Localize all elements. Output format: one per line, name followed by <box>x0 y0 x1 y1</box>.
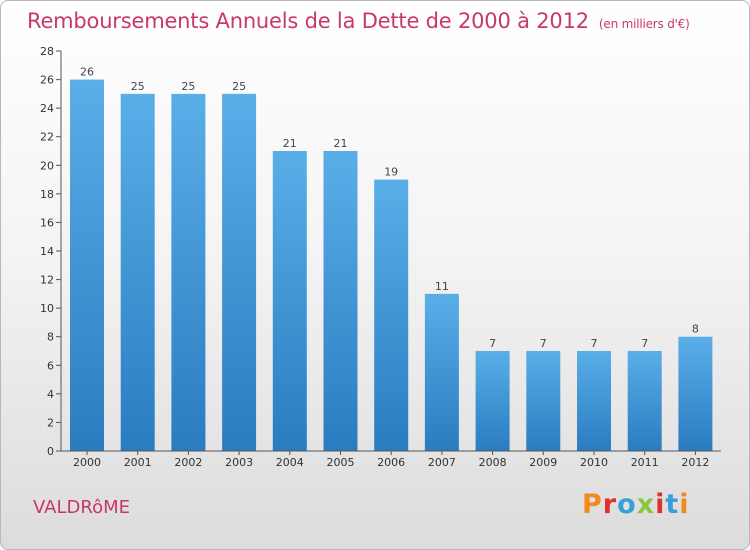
data-label-2005: 21 <box>334 137 348 150</box>
data-label-2000: 26 <box>80 66 94 79</box>
bar-2005 <box>323 151 358 451</box>
x-tick-label-2011: 2011 <box>631 456 659 469</box>
y-tick-label: 26 <box>40 74 54 87</box>
y-tick-label: 0 <box>47 445 54 458</box>
x-tick-label-2007: 2007 <box>428 456 456 469</box>
data-label-2010: 7 <box>591 337 598 350</box>
bar-2006 <box>374 179 409 452</box>
x-tick-label-2005: 2005 <box>327 456 355 469</box>
bar-2002 <box>171 93 206 451</box>
x-tick-label-2000: 2000 <box>73 456 101 469</box>
bar-2004 <box>272 151 307 451</box>
commune-name: VALDRôME <box>33 497 130 518</box>
y-tick-label: 14 <box>40 245 54 258</box>
x-tick-label-2008: 2008 <box>479 456 507 469</box>
logo-letter: t <box>665 489 680 520</box>
data-label-2002: 25 <box>181 80 195 93</box>
x-tick-label-2002: 2002 <box>174 456 202 469</box>
data-label-2001: 25 <box>131 80 145 93</box>
logo-letter: o <box>617 489 637 520</box>
logo-letter: x <box>636 489 656 520</box>
chart-title: Remboursements Annuels de la Dette de 20… <box>27 9 690 33</box>
data-label-2004: 21 <box>283 137 297 150</box>
bar-2010 <box>577 351 611 451</box>
x-axis: 2000 2001 2002 2003 2004 2005 2006 2007 2008 2009… <box>61 450 721 469</box>
y-tick-label: 22 <box>40 131 54 144</box>
chart-unit: (en milliers d'€) <box>598 17 690 31</box>
y-tick-label: 20 <box>40 159 54 172</box>
x-tick-label-2012: 2012 <box>681 456 709 469</box>
bar-2012 <box>678 336 713 451</box>
data-label-2006: 19 <box>384 166 398 179</box>
data-label-2009: 7 <box>540 337 547 350</box>
y-tick-label: 4 <box>47 388 54 401</box>
x-tick-label-2003: 2003 <box>225 456 253 469</box>
y-tick-label: 2 <box>47 416 54 429</box>
y-tick-label: 24 <box>40 102 54 115</box>
chart-title-text: Remboursements Annuels de la Dette de 20… <box>27 9 589 33</box>
y-tick-label: 28 <box>40 45 54 58</box>
y-tick-label: 10 <box>40 302 54 315</box>
data-label-2011: 7 <box>641 337 648 350</box>
bar-2001 <box>120 93 155 451</box>
bar-2009 <box>526 351 561 451</box>
x-tick-label-2001: 2001 <box>124 456 152 469</box>
y-tick-label: 18 <box>40 188 54 201</box>
x-tick-label-2010: 2010 <box>580 456 608 469</box>
x-tick-label-2004: 2004 <box>276 456 304 469</box>
bar-2011 <box>627 351 662 451</box>
proxiti-logo: Proxiti <box>582 489 690 520</box>
data-label-2007: 11 <box>435 280 449 293</box>
data-label-2008: 7 <box>489 337 496 350</box>
bar-2000 <box>70 79 104 452</box>
y-tick-label: 12 <box>40 274 54 287</box>
y-tick-label: 6 <box>47 359 54 372</box>
x-tick-label-2006: 2006 <box>377 456 405 469</box>
logo-letter: i <box>679 489 690 520</box>
x-tick-label-2009: 2009 <box>529 456 557 469</box>
logo-letter: P <box>582 489 603 520</box>
bar-2007 <box>424 293 459 451</box>
bars: 26 25 25 25 21 21 19 11 7 7 7 7 8 <box>70 66 713 452</box>
logo-letter: i <box>655 489 666 520</box>
data-label-2003: 25 <box>232 80 246 93</box>
bar-2008 <box>475 351 510 451</box>
y-tick-label: 8 <box>47 331 54 344</box>
logo-letter: r <box>602 489 618 520</box>
bar-2003 <box>222 93 257 451</box>
data-label-2012: 8 <box>692 323 699 336</box>
y-tick-label: 16 <box>40 216 54 229</box>
